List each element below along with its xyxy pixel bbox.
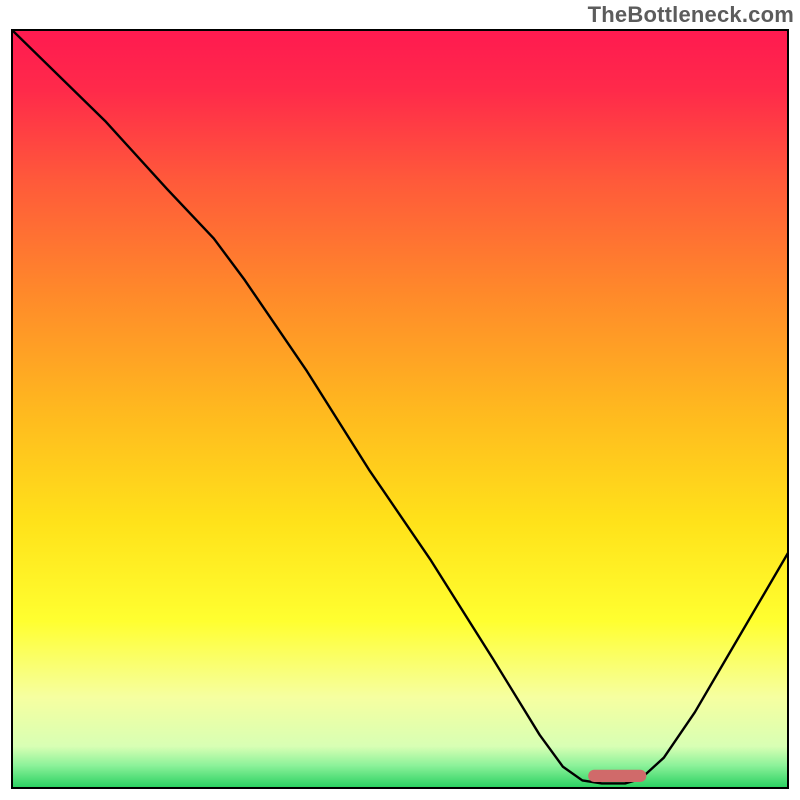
optimal-marker bbox=[588, 770, 646, 782]
bottleneck-chart bbox=[0, 0, 800, 800]
chart-frame: TheBottleneck.com bbox=[0, 0, 800, 800]
chart-background bbox=[12, 30, 788, 788]
